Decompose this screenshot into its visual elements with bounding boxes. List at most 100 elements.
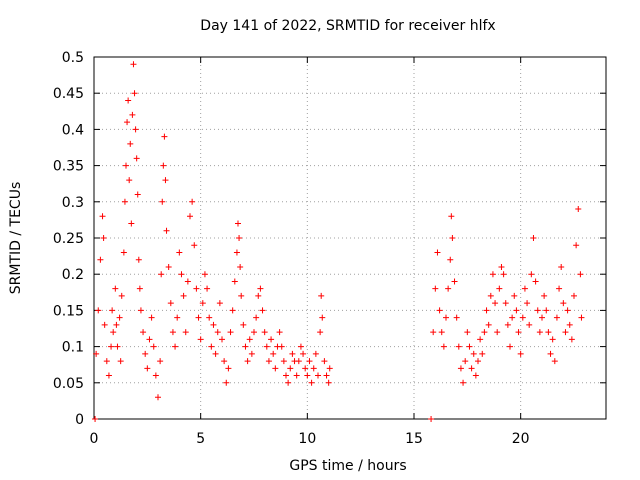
data-point xyxy=(118,292,125,299)
data-point xyxy=(445,285,452,292)
data-point xyxy=(500,271,507,278)
data-point xyxy=(321,358,328,365)
data-point xyxy=(229,307,236,314)
data-point xyxy=(123,162,129,169)
data-point xyxy=(125,97,132,104)
data-point xyxy=(304,372,311,379)
data-point xyxy=(553,314,560,321)
data-point xyxy=(132,126,139,133)
data-point xyxy=(285,379,292,386)
x-tick-label: 5 xyxy=(196,431,205,447)
data-point xyxy=(539,314,545,321)
data-point xyxy=(293,372,300,379)
data-point xyxy=(162,177,169,184)
data-point xyxy=(187,213,193,220)
data-point xyxy=(235,220,241,227)
data-points xyxy=(92,61,585,422)
data-point xyxy=(319,314,326,321)
data-point xyxy=(470,350,477,357)
data-point xyxy=(225,365,232,372)
data-point xyxy=(201,271,208,278)
data-point xyxy=(105,372,112,379)
data-point xyxy=(163,227,170,234)
data-point xyxy=(121,198,128,205)
data-point xyxy=(460,379,467,386)
data-point xyxy=(272,365,279,372)
data-point xyxy=(244,358,251,365)
data-point xyxy=(134,191,141,198)
data-point xyxy=(133,155,140,162)
data-point xyxy=(172,343,179,350)
data-point xyxy=(509,314,516,321)
data-point xyxy=(268,336,275,343)
data-point xyxy=(99,213,106,220)
data-point xyxy=(231,278,238,285)
data-point xyxy=(253,314,260,321)
data-point xyxy=(195,314,202,321)
data-point xyxy=(113,321,120,328)
y-tick-label: 0.2 xyxy=(62,267,84,283)
chart-title: Day 141 of 2022, SRMTID for receiver hlf… xyxy=(200,18,495,34)
data-point xyxy=(157,358,164,365)
data-point xyxy=(227,329,234,336)
data-point xyxy=(485,321,492,328)
data-point xyxy=(182,329,189,336)
data-point xyxy=(556,285,563,292)
data-point xyxy=(116,314,123,321)
data-point xyxy=(169,329,176,336)
data-point xyxy=(483,307,490,314)
data-point xyxy=(468,365,475,372)
data-point xyxy=(120,249,127,256)
data-point xyxy=(191,242,198,249)
data-point xyxy=(114,343,121,350)
data-point xyxy=(481,329,488,336)
data-point xyxy=(545,329,552,336)
data-point xyxy=(93,350,100,357)
data-point xyxy=(513,307,520,314)
data-point xyxy=(464,329,471,336)
data-point xyxy=(496,285,503,292)
data-point xyxy=(300,350,307,357)
data-point xyxy=(148,314,155,321)
data-point xyxy=(577,271,584,278)
data-point xyxy=(312,350,319,357)
data-point xyxy=(315,372,321,379)
data-point xyxy=(135,256,142,263)
data-point xyxy=(206,314,213,321)
data-point xyxy=(140,329,147,336)
data-point xyxy=(511,292,518,299)
data-point xyxy=(130,61,137,68)
data-point xyxy=(498,263,505,270)
data-point xyxy=(127,140,134,147)
data-point xyxy=(161,133,168,140)
data-point xyxy=(92,416,99,422)
x-tick-label: 10 xyxy=(298,431,316,447)
data-point xyxy=(524,300,531,307)
data-point xyxy=(558,263,565,270)
y-tick-label: 0.15 xyxy=(53,303,84,319)
data-point xyxy=(532,278,539,285)
data-point xyxy=(221,358,228,365)
data-point xyxy=(197,336,204,343)
x-tick-label: 15 xyxy=(405,431,423,447)
data-point xyxy=(142,350,149,357)
data-point xyxy=(492,300,499,307)
data-point xyxy=(131,90,138,97)
data-point xyxy=(317,329,324,336)
data-point xyxy=(265,358,272,365)
data-point xyxy=(144,365,151,372)
data-point xyxy=(236,235,243,241)
data-point xyxy=(214,329,221,336)
y-tick-label: 0 xyxy=(75,412,84,428)
data-point xyxy=(278,343,285,350)
x-ticks: 0 5 10 15 20 xyxy=(90,57,530,447)
data-point xyxy=(208,343,215,350)
data-point xyxy=(462,358,469,365)
data-point xyxy=(521,285,528,292)
y-tick-label: 0.25 xyxy=(53,231,84,247)
data-point xyxy=(283,372,289,379)
data-point xyxy=(564,307,571,314)
data-point xyxy=(297,343,304,350)
data-point xyxy=(108,343,115,350)
